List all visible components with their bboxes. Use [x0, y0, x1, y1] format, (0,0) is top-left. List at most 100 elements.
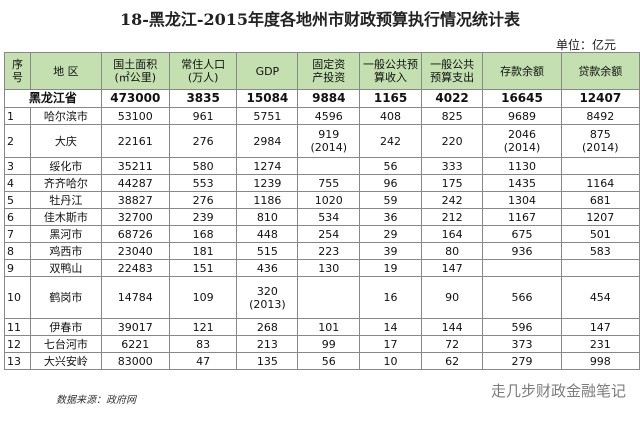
cell-text: 5 [7, 193, 14, 207]
cell-text: 961 [192, 109, 214, 123]
cell-text: 17 [383, 337, 398, 351]
cell: 83 [168, 335, 238, 353]
cell: 黑龙江省 [4, 89, 102, 108]
cell: 681 [560, 191, 640, 209]
cell: 22161 [100, 124, 170, 158]
cell-text: 39 [383, 244, 398, 258]
cell-text: 1274 [253, 159, 282, 173]
cell: 双鸭山 [29, 259, 102, 277]
cell-text: 242 [380, 134, 402, 148]
cell: 436 [236, 259, 299, 277]
cell: 47 [168, 352, 238, 370]
cell: 6 [4, 208, 31, 226]
cell: 515 [236, 242, 299, 260]
cell: 62 [420, 352, 484, 370]
cell: 齐齐哈尔 [29, 174, 102, 192]
cell-text: 牡丹江 [49, 193, 83, 207]
cell-text: 2 [7, 134, 14, 148]
cell-text: 96 [383, 176, 398, 190]
cell: 566 [482, 276, 562, 319]
cell: 998 [560, 352, 640, 370]
cell: 320 (2013) [236, 276, 299, 319]
cell: 5751 [236, 107, 299, 125]
cell-text: 16645 [501, 91, 543, 105]
cell-text: 99 [321, 337, 336, 351]
cell-note: (2014) [503, 141, 541, 154]
cell-text: 408 [380, 109, 402, 123]
cell-text: 8492 [586, 109, 615, 123]
cell: 伊春市 [29, 318, 102, 336]
cell-text: 9 [7, 261, 14, 275]
row: 6 佳木斯市 32700 239 810 534 36 212 1167 1207 [4, 208, 640, 226]
cell: 16645 [482, 89, 562, 108]
cell: 2046 (2014) [482, 124, 562, 158]
cell: 1435 [482, 174, 562, 192]
cell-text: 1304 [507, 193, 536, 207]
cell: 810 [236, 208, 299, 226]
cell: 牡丹江 [29, 191, 102, 209]
cell-text: 35211 [117, 159, 153, 173]
cell: 276 [168, 124, 238, 158]
cell: 56 [297, 352, 361, 370]
cell: 1274 [236, 157, 299, 175]
cell: 242 [359, 124, 422, 158]
cell-text: 大兴安岭 [43, 354, 88, 368]
cell-text: 121 [192, 320, 214, 334]
cell-text: 大庆 [54, 134, 77, 148]
cell: 35211 [100, 157, 170, 175]
header-text: 预算支出 [430, 71, 475, 84]
cell-text: 5751 [253, 109, 282, 123]
cell: 大庆 [29, 124, 102, 158]
cell-text: 1186 [253, 193, 282, 207]
cell: 15084 [236, 89, 299, 108]
cell: 164 [420, 225, 484, 243]
cell-value: 2046 [507, 128, 536, 141]
cell: 1164 [560, 174, 640, 192]
cell: 绥化市 [29, 157, 102, 175]
cell-text: 29 [383, 227, 398, 241]
header-cell: 序号 [4, 52, 31, 90]
cell: 109 [168, 276, 238, 319]
cell-text: 38827 [117, 193, 153, 207]
cell-text: 绥化市 [49, 159, 83, 173]
header-text: 算收入 [374, 71, 408, 84]
cell-text: 501 [589, 227, 611, 241]
cell-text: 239 [192, 210, 214, 224]
cell-text: 22161 [117, 134, 153, 148]
cell-text: 223 [318, 244, 340, 258]
cell: 147 [560, 318, 640, 336]
row: 5 牡丹江 38827 276 1186 1020 59 242 1304 681 [4, 191, 640, 209]
cell: 1167 [482, 208, 562, 226]
cell-text: 7 [7, 227, 14, 241]
cell: 大兴安岭 [29, 352, 102, 370]
cell: 32700 [100, 208, 170, 226]
cell-text: 681 [589, 193, 611, 207]
header-text: 序 [11, 58, 23, 71]
cell [560, 157, 640, 175]
cell: 5 [4, 191, 31, 209]
cell-value: 320 [256, 284, 278, 298]
cell: 279 [482, 352, 562, 370]
watermark: 走几步财政金融笔记 [490, 382, 626, 400]
cell-text: 220 [441, 134, 463, 148]
cell-text: 14 [383, 320, 398, 334]
header-cell: 一般公共 预算支出 [420, 52, 484, 90]
cell-text: 4022 [435, 91, 469, 105]
cell-text: 12 [7, 337, 21, 351]
cell-text: 8 [7, 244, 14, 258]
cell-text: 56 [321, 354, 336, 368]
cell: 408 [359, 107, 422, 125]
cell: 9 [4, 259, 31, 277]
cell-text: 鹤岗市 [49, 291, 83, 304]
cell-text: 755 [318, 176, 340, 190]
header-text: (万人) [187, 71, 219, 84]
cell: 239 [168, 208, 238, 226]
cell-text: 454 [589, 291, 611, 304]
cell: 黑河市 [29, 225, 102, 243]
cell-text: 242 [441, 193, 463, 207]
cell: 448 [236, 225, 299, 243]
cell-text: 2984 [253, 134, 282, 148]
cell-text: 59 [383, 193, 398, 207]
cell-text: 936 [511, 244, 533, 258]
cell-text: 181 [192, 244, 214, 258]
